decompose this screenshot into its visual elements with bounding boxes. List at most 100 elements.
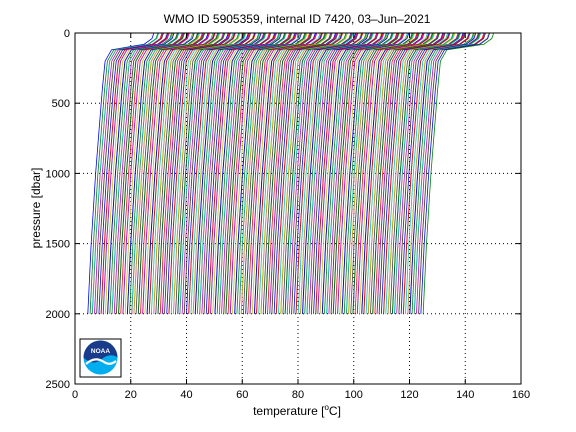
- profile-line: [218, 32, 287, 314]
- profile-line: [378, 32, 446, 314]
- profile-line: [151, 32, 220, 314]
- logo-text: NOAA: [91, 348, 110, 355]
- profile-line: [409, 32, 477, 314]
- profile-line: [212, 32, 281, 314]
- profile-line: [153, 32, 221, 314]
- profile-line: [405, 32, 475, 314]
- profile-line: [420, 32, 490, 314]
- profile-line: [251, 32, 322, 314]
- profile-line: [269, 32, 338, 314]
- profile-line: [168, 32, 236, 314]
- profile-line: [291, 32, 359, 314]
- profile-line: [109, 32, 179, 314]
- profile-line: [286, 32, 354, 314]
- profile-line: [293, 32, 363, 314]
- profile-line: [354, 32, 424, 314]
- profile-line: [247, 32, 317, 314]
- profile-line: [260, 32, 328, 314]
- profile-line: [203, 32, 272, 314]
- profile-line: [216, 32, 286, 314]
- profile-line: [372, 32, 440, 314]
- profile-line: [370, 32, 440, 314]
- profile-line: [140, 32, 210, 314]
- profile-line: [381, 32, 450, 314]
- profile-line: [398, 32, 466, 314]
- profile-line: [170, 32, 240, 314]
- profile-line: [161, 32, 231, 314]
- profile-line: [229, 32, 298, 314]
- profile-line: [402, 32, 471, 314]
- profile-line: [343, 32, 414, 314]
- profile-line: [271, 32, 339, 314]
- profile-line: [190, 32, 261, 314]
- profile-line: [177, 32, 246, 314]
- profile-line: [87, 32, 155, 314]
- profile-line: [166, 32, 235, 314]
- profile-line: [164, 32, 231, 314]
- profile-line: [253, 32, 323, 314]
- profile-line: [118, 32, 185, 314]
- profile-line: [131, 32, 200, 314]
- profile-line: [232, 32, 302, 314]
- profile-line: [332, 32, 400, 314]
- y-tick-label: 500: [52, 98, 70, 110]
- profile-line: [243, 32, 312, 314]
- profile-line: [345, 32, 415, 314]
- profile-line: [267, 32, 337, 314]
- profile-line: [416, 32, 486, 314]
- profile-line: [179, 32, 247, 314]
- profile-line: [339, 32, 409, 314]
- profile-line: [240, 32, 308, 314]
- chart-title: WMO ID 5905359, internal ID 7420, 03–Jun…: [164, 12, 431, 26]
- profile-line: [341, 32, 410, 314]
- profile-line: [284, 32, 353, 314]
- x-tick-label: 120: [400, 389, 418, 401]
- profile-line: [201, 32, 271, 314]
- profile-line: [142, 32, 210, 314]
- noaa-logo: NOAA: [79, 338, 122, 378]
- profile-line: [188, 32, 256, 314]
- profile-line: [348, 32, 415, 314]
- x-tick-label: 40: [180, 389, 192, 401]
- profile-line: [159, 32, 230, 314]
- profile-line: [225, 32, 293, 314]
- profile-line: [120, 32, 189, 314]
- profile-line: [192, 32, 261, 314]
- profile-line: [297, 32, 368, 314]
- x-axis-label-suffix: C]: [329, 404, 341, 418]
- profile-line: [137, 32, 206, 314]
- profile-line: [337, 32, 405, 314]
- profile-line: [107, 32, 175, 314]
- y-tick-label: 2000: [46, 309, 70, 321]
- profile-line: [376, 32, 445, 314]
- profile-line: [411, 32, 481, 314]
- profile-line: [115, 32, 185, 314]
- profile-line: [249, 32, 318, 314]
- x-tick-label: 160: [512, 389, 530, 401]
- profile-line: [374, 32, 444, 314]
- profile-line: [148, 32, 216, 314]
- profile-line: [389, 32, 460, 314]
- profile-line: [157, 32, 226, 314]
- profile-line: [94, 32, 164, 314]
- profile-line: [124, 32, 194, 314]
- profile-line: [210, 32, 277, 314]
- profile-line: [181, 32, 251, 314]
- x-axis-label: temperature [oC]: [253, 403, 341, 418]
- profile-line: [262, 32, 332, 314]
- profile-line: [310, 32, 379, 314]
- profile-line: [221, 32, 291, 314]
- profile-line: [172, 32, 241, 314]
- profile-line: [129, 32, 199, 314]
- profile-line: [289, 32, 358, 314]
- x-tick-label: 60: [236, 389, 248, 401]
- profile-line: [126, 32, 195, 314]
- profile-line: [295, 32, 364, 314]
- profile-line: [96, 32, 164, 314]
- profile-line: [361, 32, 430, 314]
- profile-line: [413, 32, 482, 314]
- profile-line: [186, 32, 256, 314]
- profile-line: [113, 32, 184, 314]
- profile-line: [91, 32, 160, 314]
